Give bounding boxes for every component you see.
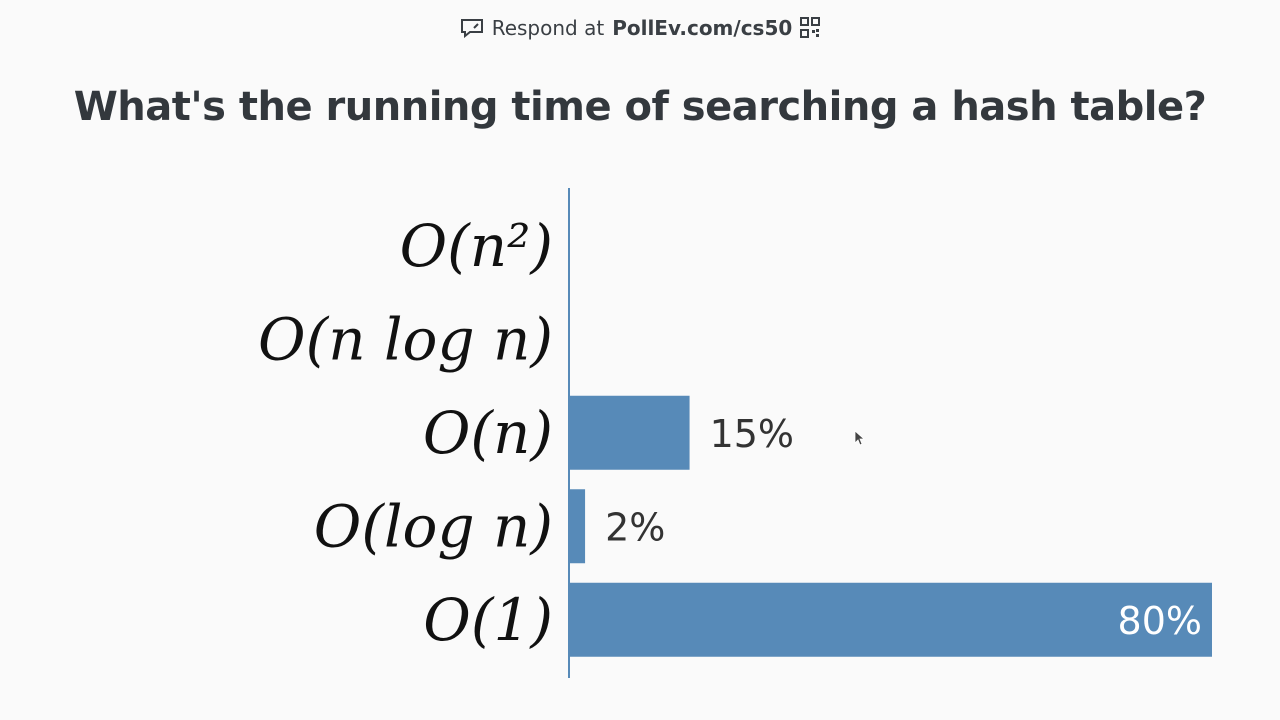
question-title: What's the running time of searching a h… [73,84,1207,130]
respond-prefix: Respond at [491,16,605,40]
value-label: 2% [605,505,665,549]
value-label: 15% [710,412,794,456]
category-label: O(n log n) [258,305,553,373]
bar[interactable] [569,489,586,564]
bar[interactable] [569,582,1212,657]
bar[interactable] [569,395,690,470]
chat-icon [460,19,483,38]
category-label: O(n) [423,399,553,467]
qr-code-icon[interactable] [800,17,821,39]
respond-bar: Respond at PollEv.com/cs50 [0,16,1280,40]
value-label: 80% [1118,599,1202,643]
mouse-cursor-icon [854,430,866,446]
respond-url[interactable]: PollEv.com/cs50 [612,16,793,40]
category-label: O(n²) [400,212,553,280]
category-label: O(1) [423,586,553,654]
category-label: O(log n) [314,492,553,560]
